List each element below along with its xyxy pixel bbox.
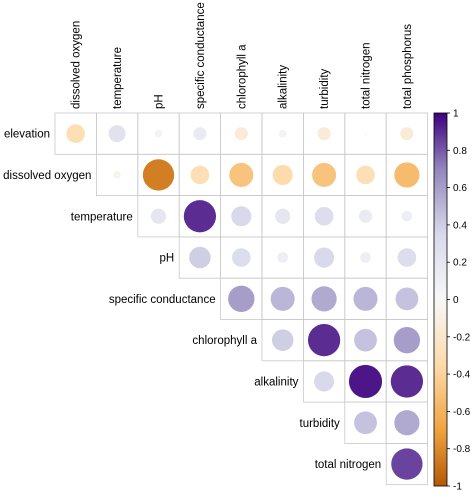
column-label: total nitrogen [361, 43, 373, 110]
colorbar-gradient [433, 112, 448, 487]
correlation-circle [307, 324, 341, 357]
correlation-circle [154, 129, 163, 138]
correlation-circle [353, 286, 378, 311]
colorbar-tick-label: -0.2 [453, 332, 471, 343]
colorbar-tick-label: 0.6 [453, 183, 467, 194]
column-label: total phosphorus [402, 24, 414, 109]
correlation-circle [272, 164, 293, 186]
correlation-circle [183, 200, 217, 233]
column-label: alkalinity [278, 65, 290, 109]
correlation-circle [354, 411, 377, 435]
correlation-circle [358, 209, 373, 223]
correlation-circle [275, 208, 291, 224]
correlation-circle [394, 162, 420, 188]
correlation-circle [234, 127, 248, 141]
correlation-circle [231, 248, 251, 267]
correlation-circle [400, 127, 414, 141]
column-label: chlorophyll a [236, 44, 248, 109]
correlation-circle [113, 171, 121, 179]
row-label: temperature [71, 211, 133, 223]
correlation-circle [229, 162, 254, 187]
colorbar-tick-label: -0.8 [453, 444, 471, 455]
column-labels: dissolved oxygen temperature pH specific co… [71, 2, 414, 109]
correlation-circle [312, 162, 337, 187]
row-label: turbidity [300, 418, 341, 430]
colorbar-tick-label: 0.2 [453, 258, 467, 269]
correlation-circle [397, 248, 417, 267]
row-label: total nitrogen [315, 459, 382, 471]
colorbar-tick-label: 0 [453, 295, 459, 306]
correlation-circle [108, 125, 126, 143]
column-label: temperature [112, 47, 124, 109]
correlation-circle [395, 287, 419, 311]
correlation-circle [142, 159, 175, 191]
correlation-circle [193, 127, 207, 141]
correlation-circle [270, 286, 295, 311]
colorbar-tick-label: 1 [453, 109, 459, 120]
correlation-circle [394, 410, 420, 436]
column-label: dissolved oxygen [71, 21, 83, 109]
correlation-circle [190, 165, 210, 185]
column-label: turbidity [319, 68, 331, 109]
colorbar-tick-label: -1 [453, 482, 462, 491]
correlation-circle [66, 124, 86, 143]
colorbar: 1 0.8 0.6 0.4 0.2 0 -0.2 -0.4 -0.6 -0.8 -1 [433, 109, 471, 491]
correlation-circle [390, 365, 424, 398]
correlation-circle [150, 208, 167, 224]
row-label: alkalinity [254, 376, 298, 388]
correlation-circle [401, 210, 413, 222]
grid-lines [54, 112, 429, 486]
correlation-circle [271, 329, 294, 351]
grid-cell [385, 442, 429, 486]
colorbar-tick-label: -0.6 [453, 407, 471, 418]
correlation-circle [360, 252, 371, 263]
row-label: specific conductance [109, 294, 216, 306]
correlation-circle [317, 127, 331, 141]
colorbar-tick-label: -0.4 [453, 370, 471, 381]
correlation-circle [189, 246, 211, 269]
correlation-circle [277, 252, 289, 263]
row-labels: elevation dissolved oxygen temperature pH sp… [3, 129, 381, 471]
correlation-circle [314, 371, 335, 392]
correlation-circle [348, 364, 383, 399]
correlation-circle [228, 285, 255, 313]
colorbar-tick-label: 0.8 [453, 146, 467, 157]
row-label: pH [159, 253, 174, 265]
correlation-circle [278, 129, 287, 138]
correlation-circle [391, 448, 423, 480]
correlation-circle [354, 328, 377, 352]
correlation-circle [311, 286, 337, 312]
correlation-circle [364, 132, 367, 135]
correlation-circle [314, 206, 334, 226]
correlation-circle [231, 206, 252, 227]
correlation-circle [356, 165, 375, 185]
row-label: elevation [4, 129, 50, 141]
colorbar-tick-label: 0.4 [453, 220, 467, 231]
column-label: pH [154, 94, 166, 109]
correlation-circle [314, 247, 335, 268]
row-label: dissolved oxygen [3, 170, 91, 182]
column-label: specific conductance [195, 2, 207, 109]
correlation-circles [66, 124, 424, 480]
correlation-circle [393, 326, 421, 354]
row-label: chlorophyll a [192, 335, 257, 347]
